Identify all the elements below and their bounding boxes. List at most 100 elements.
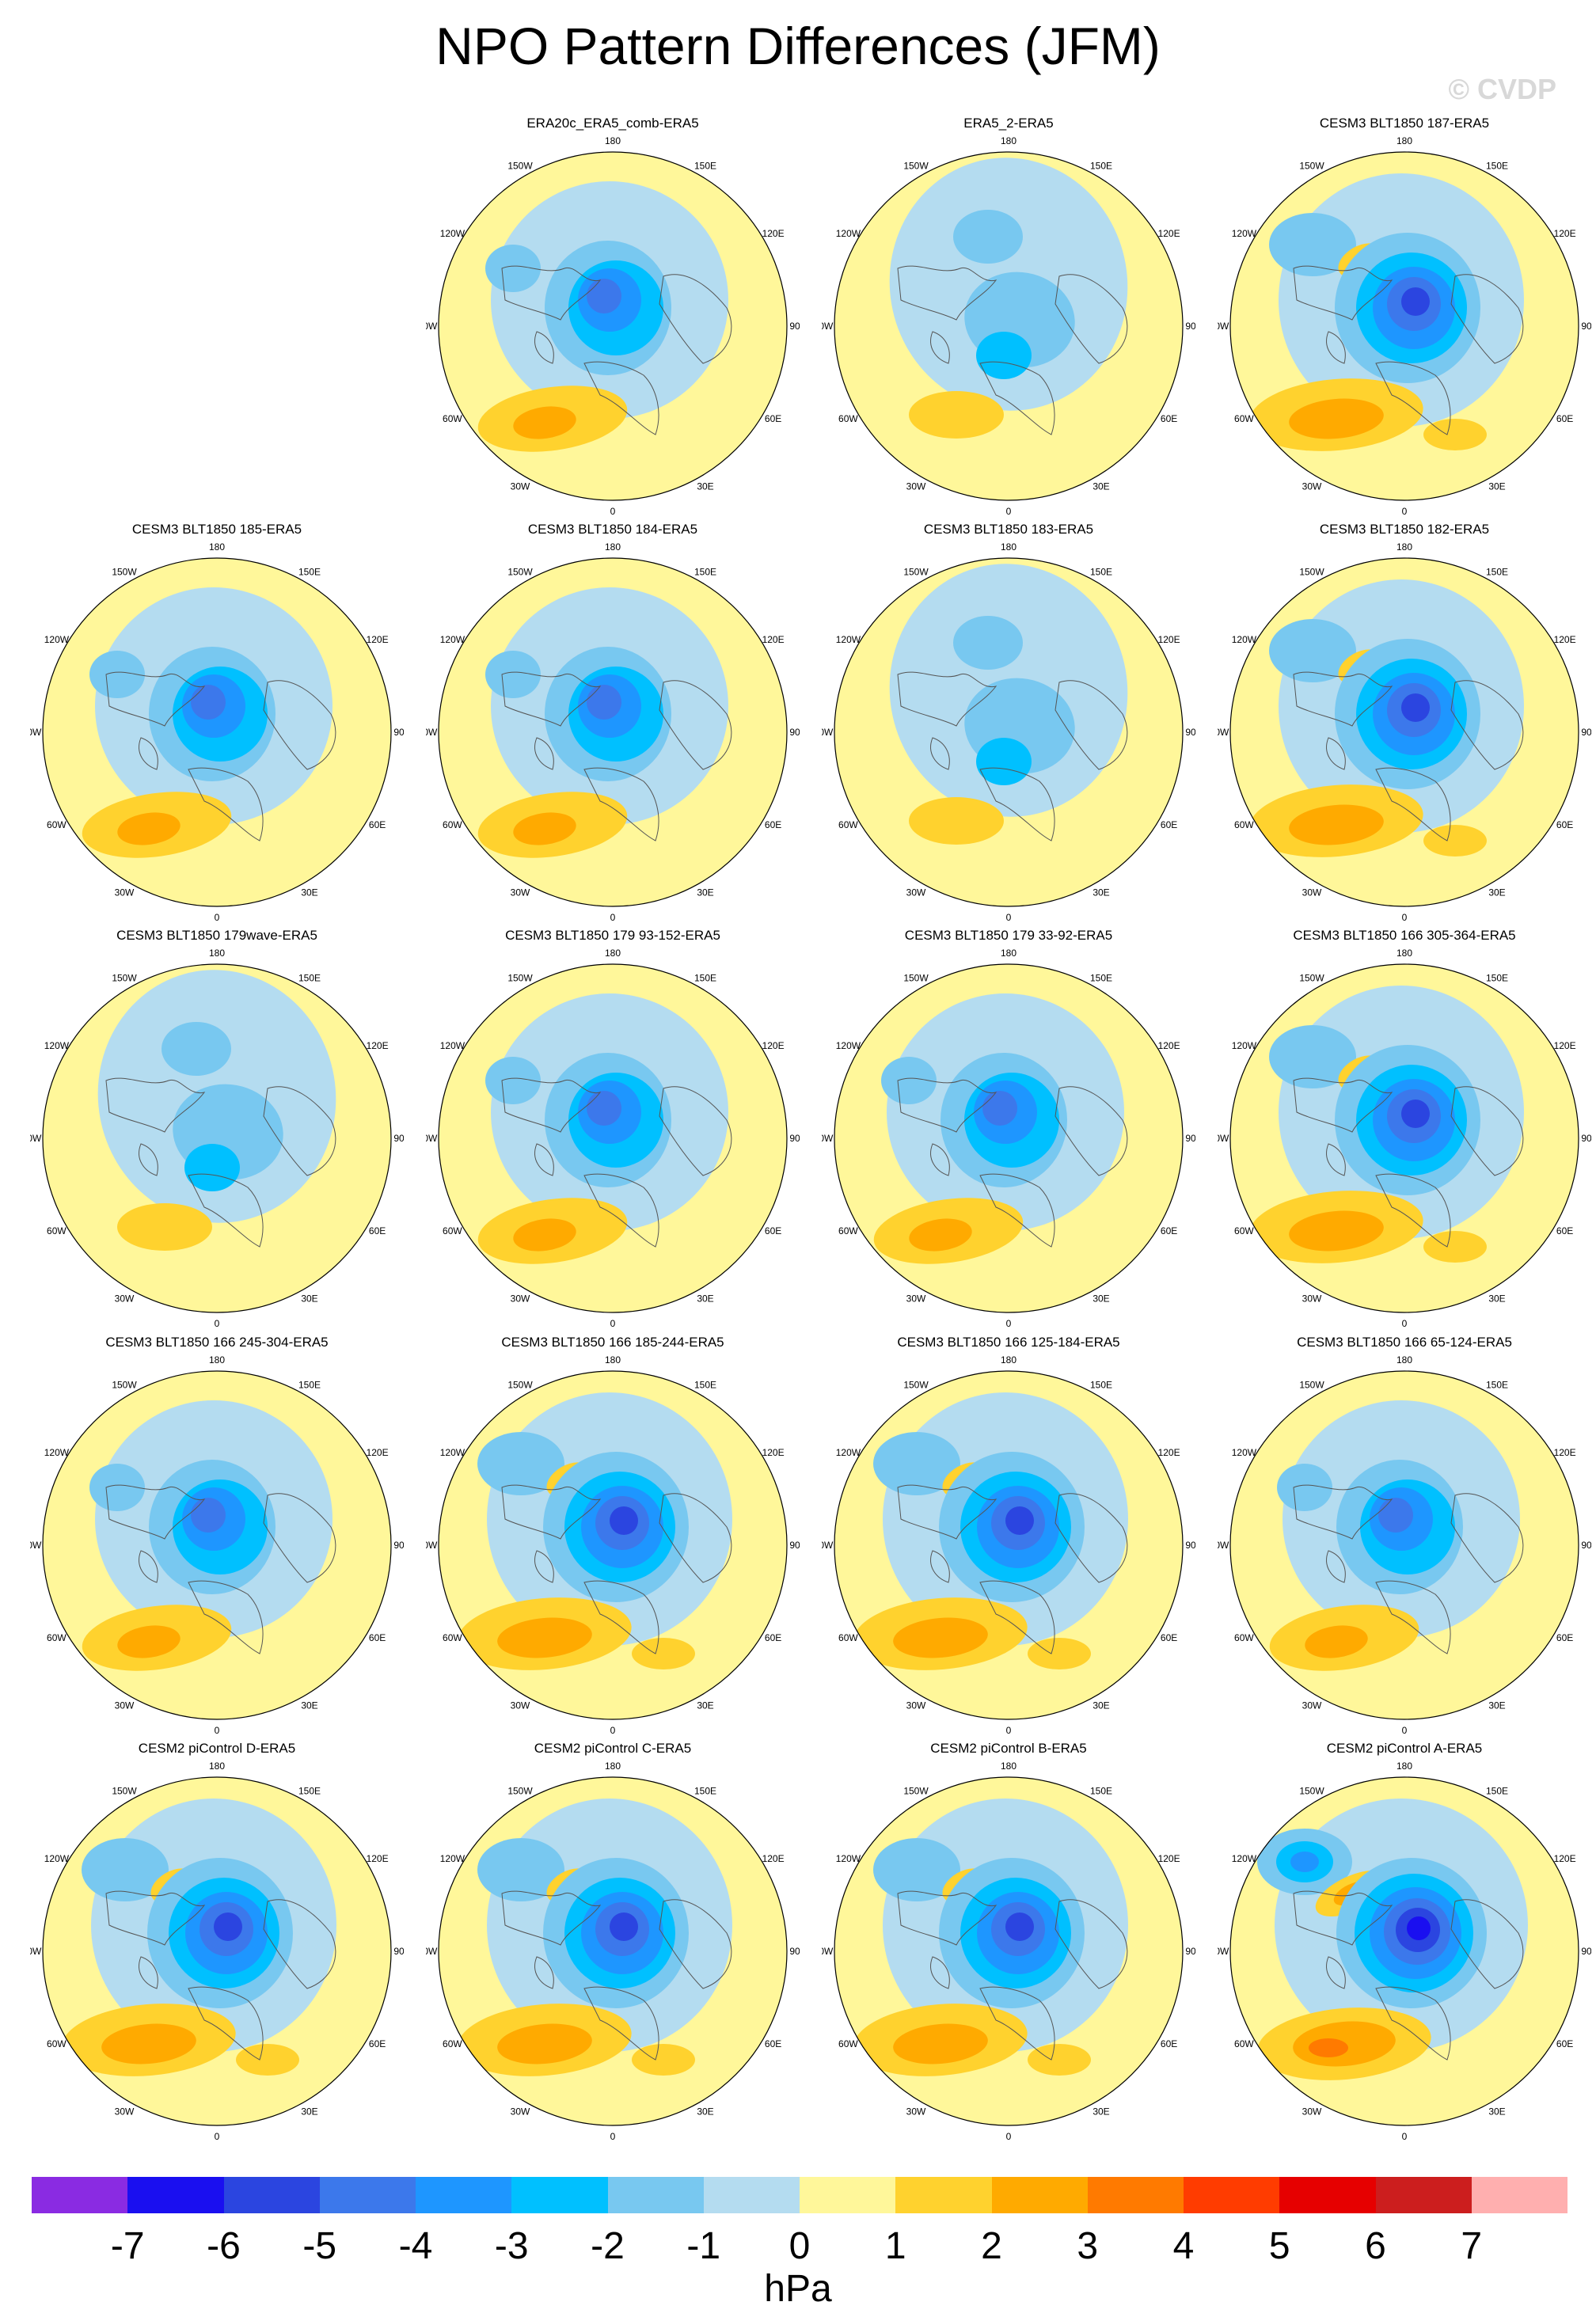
contour-region (513, 1218, 576, 1252)
longitude-label: 120E (1158, 1447, 1180, 1458)
coastline (1326, 737, 1346, 770)
map-border (1229, 1776, 1579, 2126)
coastline (263, 1086, 336, 1176)
longitude-label: 120E (1554, 1040, 1576, 1051)
map-border (42, 557, 392, 907)
longitude-label: 90W (1218, 1946, 1229, 1957)
longitude-label: 60W (47, 2038, 66, 2049)
longitude-label: 120E (762, 1040, 785, 1051)
longitude-label: 30W (1302, 2106, 1322, 2118)
longitude-label: 120W (44, 1040, 70, 1051)
copyright-watermark: © CVDP (1448, 73, 1556, 105)
longitude-label: 30W (906, 1700, 926, 1711)
polar-map: 180 150E 120E 90E 60E 30E 0 30W 60W 90W 120W 150W (426, 135, 800, 517)
contour-region (873, 1838, 960, 1901)
longitude-label: 30W (115, 1293, 135, 1305)
longitude-label: 150E (1486, 1785, 1508, 1796)
longitude-label: 90W (426, 1946, 438, 1957)
longitude-label: 150W (112, 972, 137, 983)
longitude-label: 90W (30, 727, 42, 738)
coastline (501, 1484, 602, 1540)
longitude-label: 60E (1556, 819, 1573, 830)
coastline (1326, 1550, 1346, 1583)
contour-region (1005, 1506, 1034, 1535)
colorbar-swatch (223, 2177, 320, 2213)
longitude-label: 150W (1299, 160, 1324, 171)
polar-map: 180 150E 120E 90E 60E 30E 0 30W 60W 90W 120W 150W (1218, 541, 1591, 923)
longitude-label: 90W (426, 1540, 438, 1551)
colorbar-tick: 6 (1365, 2225, 1386, 2267)
longitude-label: 0 (1402, 506, 1408, 517)
longitude-label: 30E (1488, 887, 1505, 898)
map-panel: ERA20c_ERA5_comb-ERA5 180 150E 120E 90E 60E 30… (415, 115, 811, 520)
contour-region (101, 2023, 196, 2064)
map-border (438, 151, 788, 501)
contour-region (1378, 1498, 1413, 1533)
map-panel: CESM2 piControl A-ERA5 180 150E 120E 90E 60E 3… (1206, 1740, 1596, 2145)
contour-region (632, 2044, 695, 2076)
longitude-label: 120W (440, 1040, 466, 1051)
contour-region (117, 812, 180, 845)
coastline (263, 1493, 336, 1583)
contour-region (1401, 1100, 1430, 1128)
map-panel: CESM3 BLT1850 179wave-ERA5 180 150E 120E 90E… (19, 927, 415, 1332)
longitude-label: 180 (605, 1354, 621, 1366)
longitude-label: 180 (1001, 541, 1016, 553)
longitude-label: 30E (301, 887, 317, 898)
coastline (1450, 1493, 1524, 1583)
longitude-label: 60E (765, 2038, 781, 2049)
longitude-label: 60E (1161, 819, 1177, 830)
longitude-label: 120E (367, 1447, 389, 1458)
coastline (1450, 1899, 1524, 1989)
panel-title: CESM3 BLT1850 166 245-304-ERA5 (105, 1335, 329, 1350)
longitude-label: 60W (1234, 2038, 1254, 2049)
longitude-label: 90E (789, 1946, 800, 1957)
longitude-label: 90E (789, 727, 800, 738)
longitude-label: 120W (440, 634, 466, 645)
map-panel: CESM2 piControl B-ERA5 180 150E 120E 90E 60E 3… (811, 1740, 1206, 2145)
coastline (188, 767, 264, 841)
colorbar-swatch (991, 2177, 1088, 2213)
contour-region (1289, 1210, 1384, 1252)
contour-region (953, 210, 1023, 264)
colorbar-swatch (607, 2177, 704, 2213)
longitude-label: 120E (1554, 1447, 1576, 1458)
colorbar-tick-labels: -7 -6 -5 -4 -3 -2 -1 0 1 2 3 4 5 6 7 (32, 2224, 1568, 2272)
map-border (834, 151, 1184, 501)
panel-title: ERA20c_ERA5_comb-ERA5 (526, 116, 699, 131)
longitude-label: 120E (1554, 228, 1576, 239)
contour-region (1401, 287, 1430, 316)
contour-region (1005, 1912, 1034, 1941)
longitude-label: 90W (426, 727, 438, 738)
longitude-label: 60E (369, 1632, 386, 1643)
contour-region (513, 812, 576, 845)
longitude-label: 30E (1488, 1293, 1505, 1305)
contour-region (1269, 1025, 1356, 1088)
longitude-label: 30W (511, 1700, 530, 1711)
longitude-label: 60E (1161, 2038, 1177, 2049)
map-border (42, 963, 392, 1313)
polar-map: 180 150E 120E 90E 60E 30E 0 30W 60W 90W 120W 150W (426, 1354, 800, 1736)
longitude-label: 180 (1001, 135, 1016, 146)
contour-region (1269, 619, 1356, 682)
longitude-label: 0 (215, 912, 220, 923)
longitude-label: 120W (1232, 228, 1257, 239)
coastline (1450, 274, 1524, 364)
longitude-label: 150W (1299, 972, 1324, 983)
polar-map: 180 150E 120E 90E 60E 30E 0 30W 60W 90W 120W 150W (822, 135, 1195, 517)
coastline (534, 1143, 554, 1176)
map-panel: CESM3 BLT1850 179 93-152-ERA5 180 150E 120E… (415, 927, 811, 1332)
contour-region (117, 1203, 212, 1251)
panel-title: CESM3 BLT1850 179wave-ERA5 (116, 928, 317, 943)
longitude-label: 150E (298, 1379, 321, 1390)
longitude-label: 150W (903, 972, 929, 983)
map-panel: CESM3 BLT1850 166 245-304-ERA5 180 150E 120… (19, 1334, 415, 1739)
map-panel: CESM3 BLT1850 184-ERA5 180 150E 120E 90E 60E 3… (415, 521, 811, 926)
longitude-label: 0 (1402, 2131, 1408, 2142)
map-border (1229, 1370, 1579, 1720)
longitude-label: 150W (112, 566, 137, 577)
longitude-label: 150E (694, 972, 716, 983)
contour-region (909, 1218, 972, 1252)
longitude-label: 30E (1092, 1700, 1109, 1711)
longitude-label: 60W (443, 1225, 462, 1236)
